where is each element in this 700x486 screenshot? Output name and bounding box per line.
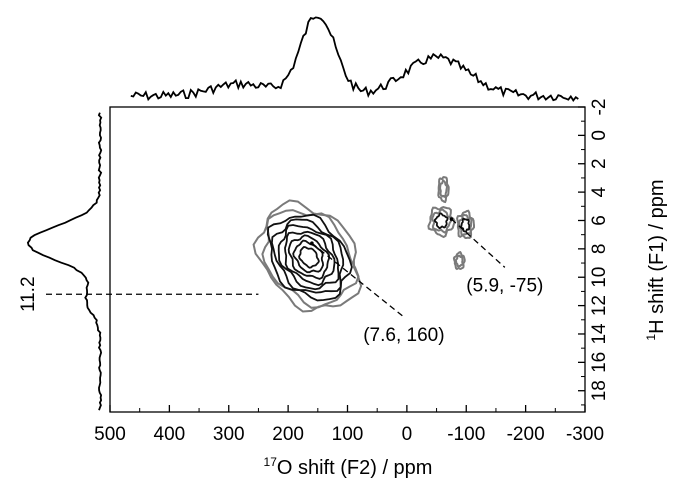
plot-frame: [109, 106, 586, 413]
contour-line: [456, 209, 475, 239]
y-tick-label: 18: [589, 380, 610, 401]
contour-line: [458, 213, 473, 236]
contour-line: [292, 239, 325, 274]
y-axis: -2 0 2 4 6 8 10 12 14 16 18: [578, 99, 610, 406]
peak-guide-line: [450, 218, 506, 268]
x-tick-label: -300: [566, 424, 604, 445]
contour-plot: [252, 176, 475, 313]
contour-line: [284, 230, 336, 287]
f1-projection-line: [26, 112, 103, 411]
y-tick-label: -2: [589, 99, 610, 116]
contour-line: [298, 246, 320, 269]
f2-projection-trace: [130, 16, 579, 102]
y-tick-label: 6: [589, 215, 610, 226]
contour-line: [437, 176, 450, 204]
contour-line: [452, 250, 466, 271]
x-tick-label: 500: [94, 424, 126, 445]
contour-line: [266, 213, 353, 302]
x-tick-label: 0: [402, 424, 413, 445]
f1-projection-trace: [26, 112, 103, 411]
x-tick-label: 300: [213, 424, 245, 445]
x-tick-label: 200: [272, 424, 304, 445]
contour-line: [431, 208, 453, 234]
y-tick-label: 16: [589, 352, 610, 373]
y-tick-label: 10: [589, 267, 610, 288]
x-tick-label: -100: [447, 424, 485, 445]
peak-label-2: (5.9, -75): [466, 275, 543, 296]
contour-line: [454, 254, 464, 268]
y-tick-label: 12: [589, 295, 610, 316]
y-tick-label: 2: [589, 158, 610, 169]
x-tick-label: 400: [154, 424, 186, 445]
x-axis: 500 400 300 200 100 0 -100 -200 -300: [94, 405, 604, 445]
contour-line: [287, 234, 330, 280]
y-tick-label: 8: [589, 244, 610, 255]
y-tick-label: 0: [589, 130, 610, 141]
contour-line: [434, 212, 449, 230]
x-axis-label: 17O shift (F2) / ppm: [264, 455, 433, 479]
x-tick-label: -200: [507, 424, 545, 445]
annotation-guides: [46, 218, 506, 318]
contour-line: [261, 209, 360, 309]
y-tick-label: 4: [589, 186, 610, 197]
contour-line: [439, 179, 448, 199]
y-axis-label: 1H shift (F1) / ppm: [644, 179, 668, 340]
x-tick-label: 100: [332, 424, 364, 445]
contour-line: [270, 218, 345, 294]
contour-line: [277, 224, 340, 291]
y-tick-label: 14: [589, 323, 610, 345]
f2-projection-line: [130, 16, 579, 102]
peak-label-1: (7.6, 160): [363, 325, 444, 346]
contour-line: [460, 217, 471, 233]
projection-marker-label: 11.2: [18, 276, 39, 312]
